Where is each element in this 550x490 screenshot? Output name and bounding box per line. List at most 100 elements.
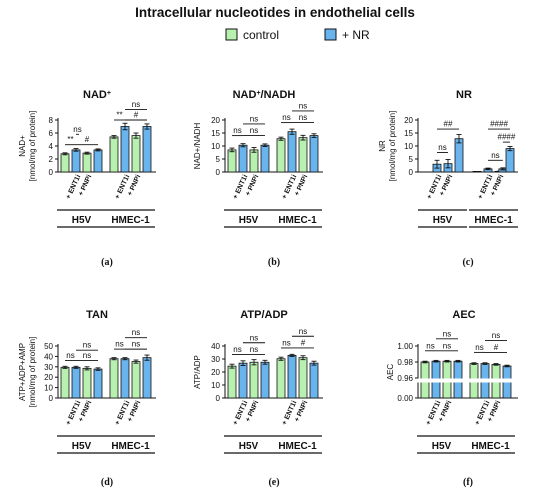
y-tick-label: 50 bbox=[44, 342, 53, 351]
bar bbox=[238, 144, 248, 173]
bar bbox=[238, 362, 248, 399]
significance-label: ns bbox=[282, 338, 290, 347]
y-axis-label: [nmol/mg of protein] bbox=[28, 111, 37, 182]
significance-label: ns bbox=[250, 126, 258, 135]
panel-title: ATP/ADP bbox=[240, 309, 287, 321]
y-axis-label: [nmol/mg of protein] bbox=[388, 111, 397, 182]
bar bbox=[120, 126, 130, 173]
y-tick-label: 15 bbox=[211, 129, 220, 138]
bar bbox=[505, 148, 515, 173]
significance-label: ns bbox=[250, 114, 258, 123]
bar bbox=[309, 362, 319, 399]
y-tick-label: 5 bbox=[409, 155, 414, 164]
significance-label: # bbox=[85, 135, 90, 144]
significance-label: ** bbox=[116, 111, 122, 120]
y-tick-label: 0 bbox=[49, 168, 54, 177]
group-label: HMEC-1 bbox=[278, 441, 317, 452]
significance-label: # bbox=[134, 111, 139, 120]
bar bbox=[260, 361, 270, 399]
panel-label: (f) bbox=[463, 477, 473, 488]
significance-label: ns bbox=[299, 327, 307, 336]
significance-label: ns bbox=[443, 341, 451, 350]
panel-label: (e) bbox=[268, 477, 279, 488]
group-label: H5V bbox=[239, 441, 259, 452]
y-tick-label: 0.00 bbox=[397, 394, 413, 403]
y-axis-label: AEC bbox=[386, 364, 395, 381]
bar bbox=[71, 149, 81, 173]
group-label: H5V bbox=[433, 215, 453, 226]
significance-label: ns bbox=[250, 333, 258, 342]
significance-label: ns bbox=[299, 113, 307, 122]
y-tick-label: 30 bbox=[44, 363, 53, 372]
group-label: H5V bbox=[72, 215, 92, 226]
significance-label: # bbox=[301, 338, 306, 347]
axis-break bbox=[414, 378, 520, 383]
bar bbox=[71, 366, 81, 399]
significance-label: ns bbox=[132, 328, 140, 337]
panel-title: NR bbox=[456, 89, 472, 101]
legend-swatch-1 bbox=[324, 28, 337, 41]
significance-label: ns bbox=[132, 100, 140, 109]
y-tick-label: 10 bbox=[211, 381, 220, 390]
panel-label: (b) bbox=[268, 257, 280, 268]
panel-title: AEC bbox=[452, 309, 475, 321]
bar bbox=[142, 126, 152, 173]
bar bbox=[93, 149, 103, 173]
significance-label: ns bbox=[282, 113, 290, 122]
group-label: H5V bbox=[72, 441, 92, 452]
y-tick-label: 20 bbox=[211, 116, 220, 125]
bar bbox=[276, 358, 286, 399]
y-tick-label: 1.00 bbox=[397, 342, 413, 351]
panel-label: (c) bbox=[462, 257, 473, 268]
y-tick-label: 10 bbox=[44, 384, 53, 393]
significance-label: ns bbox=[426, 341, 434, 350]
bar bbox=[109, 136, 119, 173]
panel-label: (d) bbox=[101, 477, 113, 488]
y-tick-label: 2 bbox=[49, 155, 54, 164]
y-tick-label: 8 bbox=[49, 116, 54, 125]
significance-label: ns bbox=[475, 343, 483, 352]
y-tick-label: 4 bbox=[49, 142, 54, 151]
bar bbox=[287, 131, 297, 173]
bar bbox=[131, 135, 141, 173]
legend-label-1: + NR bbox=[342, 28, 370, 42]
bar bbox=[82, 367, 92, 399]
significance-label: ns bbox=[443, 329, 451, 338]
bar bbox=[227, 149, 237, 173]
panel-label: (a) bbox=[101, 257, 113, 268]
significance-label: ns bbox=[132, 340, 140, 349]
significance-label: ** bbox=[67, 135, 73, 144]
significance-label: ns bbox=[83, 341, 91, 350]
legend: control + NR bbox=[225, 28, 370, 42]
significance-label: #### bbox=[498, 133, 516, 142]
y-tick-label: 0 bbox=[216, 394, 221, 403]
y-tick-label: 6 bbox=[49, 129, 54, 138]
bar bbox=[249, 149, 259, 173]
significance-label: ns bbox=[66, 351, 74, 360]
bar bbox=[82, 152, 92, 173]
significance-label: ns bbox=[250, 345, 258, 354]
group-label: HMEC-1 bbox=[474, 215, 513, 226]
figure-title: Intracellular nucleotides in endothelial… bbox=[135, 5, 415, 20]
significance-label: ns bbox=[233, 126, 241, 135]
y-tick-label: 20 bbox=[211, 368, 220, 377]
group-label: H5V bbox=[239, 215, 259, 226]
panel-title: NAD+/NADH bbox=[233, 89, 296, 101]
bar bbox=[298, 137, 308, 173]
y-tick-label: 0.96 bbox=[397, 374, 413, 383]
bar bbox=[60, 366, 70, 399]
y-axis-label: ATP/ADP bbox=[193, 355, 202, 389]
y-axis-label: NAD+ bbox=[18, 135, 27, 157]
bar bbox=[276, 138, 286, 173]
y-tick-label: 0 bbox=[49, 394, 54, 403]
panel-title-sup: + bbox=[256, 90, 260, 97]
significance-label: ns bbox=[299, 101, 307, 110]
y-tick-label: 0 bbox=[216, 168, 221, 177]
bar bbox=[109, 358, 119, 399]
